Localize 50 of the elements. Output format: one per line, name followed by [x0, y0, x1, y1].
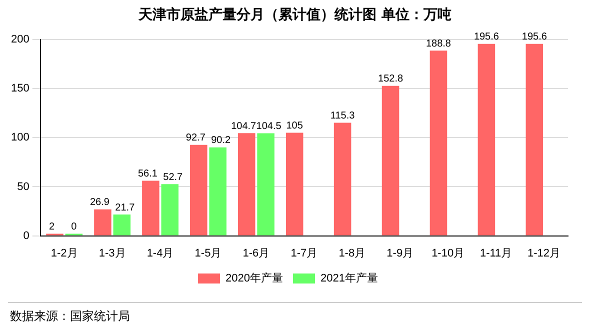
bar [94, 209, 112, 236]
data-label: 90.2 [211, 135, 231, 146]
bar [257, 133, 274, 236]
y-tick-label: 150 [10, 82, 30, 95]
bar [334, 122, 352, 236]
data-label: 105 [286, 120, 304, 132]
data-label: 92.7 [186, 132, 206, 144]
legend-label: 2020年产量 [226, 272, 284, 285]
x-tick-label: 1-11月 [480, 247, 512, 260]
x-tick-label: 1-12月 [528, 247, 561, 260]
bar [478, 44, 496, 236]
x-tick-label: 1-5月 [194, 247, 222, 260]
x-tick-label: 1-9月 [386, 247, 414, 260]
data-label: 188.8 [426, 38, 452, 50]
bar [526, 44, 544, 236]
x-tick-label: 1-8月 [338, 247, 366, 260]
bar [113, 214, 131, 236]
bar [382, 86, 400, 236]
data-label: 195.6 [474, 32, 500, 43]
y-tick-label: 0 [23, 230, 30, 242]
y-tick-label: 50 [17, 180, 30, 193]
data-label: 195.6 [522, 32, 548, 43]
data-label: 0 [71, 222, 78, 233]
x-tick-label: 1-10月 [432, 247, 465, 260]
bar [286, 132, 304, 236]
data-label: 104.7 [231, 120, 257, 132]
legend-label: 2021年产量 [320, 272, 378, 285]
chart-title: 天津市原盐产量分月（累计值）统计图 单位：万吨 [137, 6, 452, 24]
x-tick-label: 1-3月 [98, 247, 126, 260]
x-tick-label: 1-2月 [50, 247, 78, 260]
x-tick-label: 1-6月 [242, 247, 270, 260]
y-tick-label: 100 [10, 132, 30, 144]
x-tick-label: 1-4月 [146, 247, 174, 260]
x-tick-label: 1-7月 [290, 247, 318, 260]
bar [142, 180, 160, 236]
data-label: 56.1 [138, 168, 158, 180]
data-label: 115.3 [330, 110, 356, 122]
bar [161, 184, 178, 236]
bar [209, 147, 226, 236]
bar [190, 144, 208, 236]
bar [238, 133, 256, 236]
source-note: 数据来源：国家统计局 [10, 308, 130, 325]
data-label: 21.7 [115, 202, 136, 214]
bar [430, 50, 448, 236]
data-label: 104.5 [256, 121, 282, 132]
data-label: 26.9 [90, 197, 110, 208]
data-label: 52.7 [163, 172, 184, 183]
data-label: 2 [48, 222, 55, 233]
data-label: 152.8 [378, 74, 404, 85]
y-tick-label: 200 [10, 34, 30, 46]
